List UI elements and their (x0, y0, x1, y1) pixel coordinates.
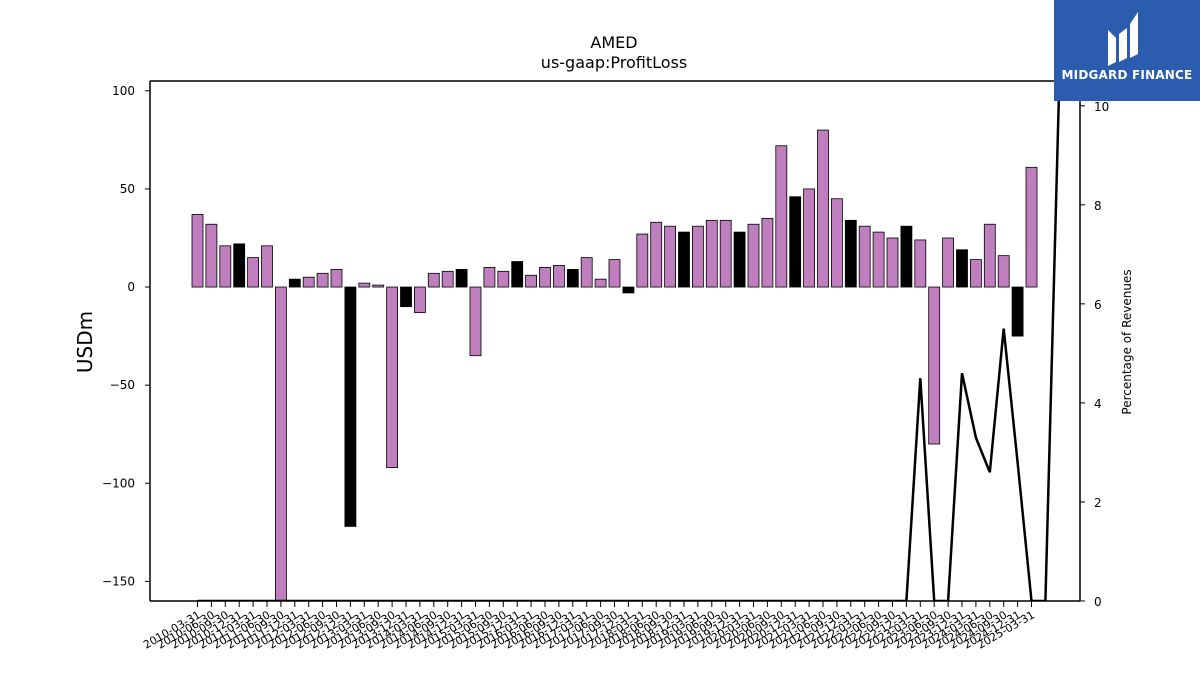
bar-2011-09-30 (274, 286, 287, 602)
bar-2011-06-30 (261, 245, 273, 288)
bar-2020-06-30 (761, 217, 774, 288)
bar-2010-09-30 (219, 245, 232, 288)
bar-2023-09-30 (942, 237, 954, 288)
y2-tick-label: 0 (1094, 595, 1102, 609)
logo-text: MIDGARD FINANCE (1061, 68, 1193, 82)
pct-revenue-line (197, 80, 1061, 601)
bar-2024-12-31 (1011, 286, 1024, 337)
y-tick-label: 100 (112, 84, 135, 98)
bar-2012-06-30 (316, 272, 329, 288)
bar-2018-12-31 (678, 231, 690, 288)
bar-2023-12-31 (956, 249, 968, 288)
bar-2022-12-31 (900, 225, 913, 288)
y-tick-label: 0 (127, 280, 135, 294)
y2-tick-label: 4 (1094, 397, 1102, 411)
y-tick-label: 50 (120, 182, 135, 196)
logo-mark-icon (1108, 12, 1138, 66)
bar-2013-12-31 (400, 286, 412, 308)
bar-2021-12-31 (844, 219, 857, 288)
bar-2022-03-31 (858, 225, 871, 288)
bar-2015-03-31 (469, 286, 482, 357)
y2-tick-label: 2 (1094, 496, 1102, 510)
bar-2016-12-31 (566, 268, 579, 288)
y-axis-label: USDm (73, 311, 97, 373)
chart-subtitle: us-gaap:ProfitLoss (541, 53, 687, 72)
bar-2020-03-31 (747, 223, 760, 288)
y2-tick-label: 8 (1094, 199, 1102, 213)
chart-title: AMED (590, 33, 637, 52)
bar-2018-03-31 (636, 233, 649, 288)
bar-2014-12-31 (455, 268, 468, 288)
bar-2021-09-30 (831, 198, 843, 288)
bar-2016-03-31 (525, 274, 537, 288)
bar-2019-09-30 (719, 219, 732, 288)
bar-2013-09-30 (386, 286, 399, 468)
bar-2017-06-30 (594, 278, 607, 288)
bar-2015-12-31 (511, 261, 524, 288)
y2-tick-label: 10 (1094, 100, 1109, 114)
bar-2021-06-30 (817, 129, 829, 288)
bar-2024-06-30 (983, 223, 996, 288)
bar-2021-03-31 (803, 188, 815, 288)
bar-2020-12-31 (789, 196, 802, 288)
y2-axis-label: Percentage of Revenues (1120, 269, 1134, 414)
midgard-finance-logo: MIDGARD FINANCE (1054, 0, 1200, 101)
y2-tick-label: 6 (1094, 298, 1102, 312)
bar-2010-03-31 (191, 214, 204, 288)
y-tick-label: −150 (102, 574, 135, 588)
bar-2016-06-30 (539, 267, 551, 288)
bar-2024-03-31 (970, 259, 982, 288)
bar-2019-12-31 (733, 231, 746, 288)
bar-2017-03-31 (580, 257, 593, 288)
bar-2023-06-30 (928, 286, 941, 445)
bar-2023-03-31 (914, 239, 927, 288)
bar-2020-09-30 (775, 145, 788, 288)
bar-2015-09-30 (497, 270, 510, 288)
bar-2017-09-30 (608, 259, 621, 288)
bar-2014-09-30 (441, 270, 454, 288)
bar-2014-03-31 (413, 286, 426, 313)
axes-layer: 100500−50−100−15002468102010-03-312010-0… (102, 80, 1109, 652)
bar-2010-12-31 (233, 243, 246, 288)
bar-2013-03-31 (358, 282, 371, 288)
y-tick-label: −100 (102, 476, 135, 490)
bar-2025-03-31 (1025, 166, 1038, 288)
bar-2022-06-30 (872, 231, 885, 288)
bar-2012-09-30 (330, 268, 343, 288)
line-layer (197, 80, 1061, 601)
bar-2012-12-31 (344, 286, 357, 527)
bar-2015-06-30 (483, 267, 496, 288)
bar-2014-06-30 (427, 272, 440, 288)
bar-2017-12-31 (622, 286, 635, 294)
bar-2012-03-31 (302, 276, 315, 288)
bar-2018-06-30 (650, 221, 663, 288)
bar-2018-09-30 (664, 225, 676, 288)
y-tick-label: −50 (110, 378, 135, 392)
bar-2013-06-30 (372, 284, 385, 288)
bars-layer (191, 129, 1038, 602)
bar-2016-09-30 (553, 265, 565, 288)
bar-2022-09-30 (886, 237, 899, 288)
bar-2010-06-30 (205, 223, 218, 288)
bar-2024-09-30 (997, 255, 1010, 288)
bar-2019-06-30 (705, 219, 718, 288)
bar-2019-03-31 (692, 225, 704, 288)
bar-2011-03-31 (247, 257, 260, 288)
bar-2011-12-31 (288, 278, 301, 288)
